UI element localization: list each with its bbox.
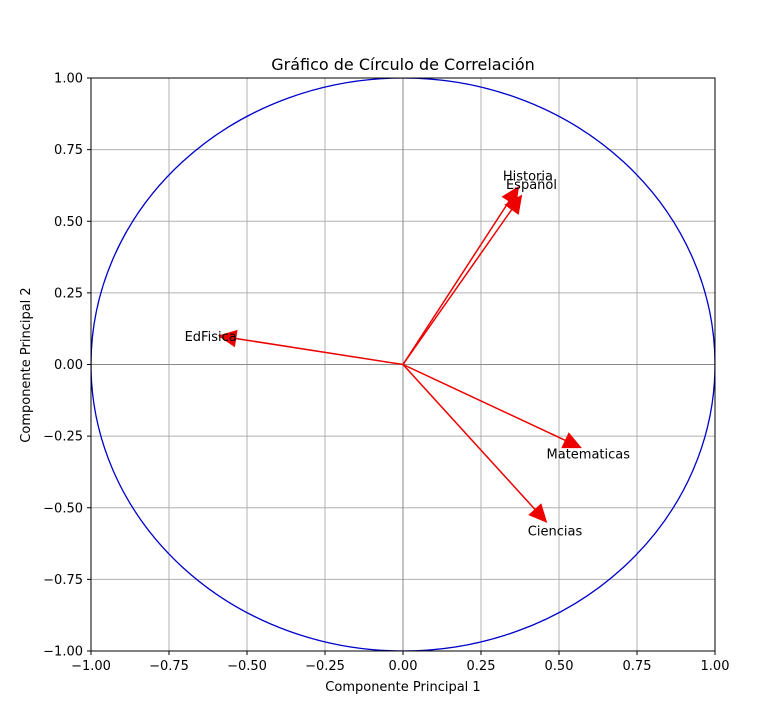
x-tick-label: 0.00 [389, 659, 418, 674]
y-tick-label: 0.00 [54, 358, 83, 373]
x-axis-label: Componente Principal 1 [325, 680, 480, 695]
arrow-head-ciencias [528, 503, 548, 523]
vector-arrows [217, 185, 582, 523]
y-tick-label: 0.50 [54, 215, 83, 230]
y-tick-label: −1.00 [43, 645, 83, 660]
x-tick-label: −0.75 [149, 659, 189, 674]
x-tick-label: 0.25 [467, 659, 496, 674]
y-tick-label: 0.25 [54, 286, 83, 301]
x-tick-label: 0.50 [545, 659, 574, 674]
arrow-shaft-ciencias [402, 363, 536, 511]
x-axis-ticks: −1.00 −0.75 −0.50 −0.25 0.00 0.25 0.50 0.75 1.00 [71, 651, 729, 674]
x-tick-label: −0.25 [305, 659, 345, 674]
vector-label-edfisica: EdFisica [185, 330, 237, 345]
arrow-shaft-historia [402, 200, 510, 365]
arrow-shaft-matematicas [402, 363, 566, 442]
vector-label-ciencias: Ciencias [528, 525, 583, 540]
y-tick-label: 0.75 [54, 143, 83, 158]
arrow-head-espa-ol [504, 194, 523, 215]
y-tick-label: −0.75 [43, 573, 83, 588]
y-axis-label: Componente Principal 2 [19, 287, 34, 442]
y-tick-label: −0.50 [43, 501, 83, 516]
x-tick-label: 0.75 [623, 659, 652, 674]
vector-label-matematicas: Matematicas [547, 447, 631, 462]
x-tick-label: −0.50 [227, 659, 267, 674]
arrow-shaft-edfisica [235, 337, 404, 366]
y-tick-label: 1.00 [54, 72, 83, 87]
x-tick-label: 1.00 [701, 659, 730, 674]
vector-label-espa-ol: Español [506, 178, 557, 193]
chart-title: Gráfico de Círculo de Correlación [271, 55, 535, 74]
x-tick-label: −1.00 [71, 659, 111, 674]
y-axis-ticks: −1.00 −0.75 −0.50 −0.25 0.00 0.25 0.50 0.75 1.00 [43, 72, 91, 660]
arrow-head-matematicas [561, 432, 582, 449]
arrow-shaft-espa-ol [402, 208, 513, 365]
arrow-head-edfisica [217, 329, 238, 348]
y-tick-label: −0.25 [43, 430, 83, 445]
vector-label-historia: Historia [503, 169, 553, 184]
